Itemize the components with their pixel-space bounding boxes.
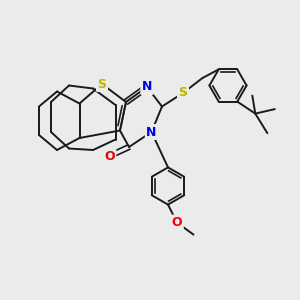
Text: N: N — [142, 80, 152, 94]
Text: O: O — [104, 149, 115, 163]
Text: N: N — [146, 125, 157, 139]
Text: S: S — [98, 77, 106, 91]
Text: S: S — [178, 86, 188, 100]
Text: O: O — [172, 216, 182, 229]
